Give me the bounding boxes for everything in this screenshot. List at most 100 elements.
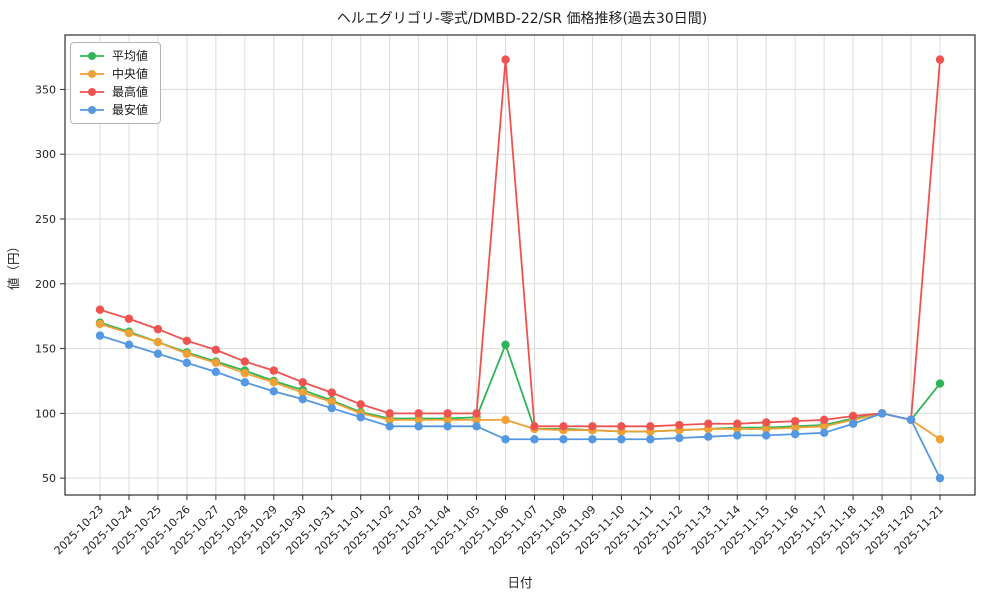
data-point	[124, 328, 134, 338]
data-point	[443, 409, 452, 418]
data-point	[733, 419, 742, 428]
data-point	[443, 422, 452, 431]
legend-item: 最高値	[79, 85, 148, 99]
legend: 平均値中央値最高値最安値	[70, 42, 162, 124]
legend-item-label: 最安値	[112, 103, 149, 117]
x-axis-label: 日付	[507, 575, 532, 590]
data-point	[501, 55, 510, 64]
data-point	[124, 340, 134, 349]
data-point	[240, 378, 250, 387]
legend-item-label: 中央値	[112, 67, 149, 81]
data-point	[819, 422, 829, 431]
legend-marker-icon	[80, 106, 104, 114]
data-point	[762, 424, 771, 434]
series-line	[99, 323, 941, 441]
data-point	[385, 409, 394, 418]
data-point	[704, 432, 713, 441]
data-point	[269, 366, 278, 375]
data-point	[646, 422, 655, 431]
data-point	[935, 435, 945, 444]
legend-item: 最安値	[79, 103, 148, 117]
data-point	[182, 349, 192, 358]
series-line	[99, 58, 941, 428]
data-point	[588, 422, 597, 431]
data-point	[153, 349, 163, 358]
y-tick-label: 350	[35, 83, 56, 96]
data-point	[211, 367, 221, 377]
data-point	[182, 336, 192, 346]
data-point	[385, 415, 394, 425]
data-point	[211, 345, 221, 355]
data-point	[935, 379, 945, 388]
data-point	[906, 415, 916, 425]
data-point	[762, 418, 771, 427]
data-point	[472, 409, 481, 418]
y-tick-label: 100	[35, 407, 56, 420]
data-point	[414, 415, 423, 425]
data-point	[819, 428, 829, 438]
legend-marker-icon	[80, 88, 104, 96]
data-point	[211, 358, 221, 368]
legend-item-label: 平均値	[112, 49, 149, 63]
data-point	[501, 435, 510, 444]
data-point	[298, 378, 307, 387]
data-point	[95, 319, 105, 329]
data-point	[385, 422, 394, 431]
data-point	[240, 368, 250, 378]
plot-border	[64, 34, 976, 496]
data-point	[762, 431, 771, 440]
data-point	[356, 413, 365, 422]
data-point	[646, 435, 655, 444]
data-point	[790, 416, 800, 426]
data-point	[819, 415, 829, 425]
data-point	[443, 415, 452, 425]
data-point	[617, 422, 626, 431]
data-point	[848, 411, 858, 421]
data-point	[790, 429, 800, 439]
data-point	[733, 431, 742, 440]
data-point	[327, 403, 336, 413]
data-point	[675, 433, 684, 443]
legend-item: 中央値	[79, 67, 148, 81]
data-point	[153, 337, 163, 347]
data-point	[414, 409, 423, 418]
data-point	[501, 415, 510, 425]
data-point	[501, 340, 510, 349]
data-point	[877, 409, 887, 418]
data-point	[675, 420, 684, 430]
data-point	[472, 422, 481, 431]
chart-title: ヘルエグリゴリ-零式/DMBD-22/SR 価格推移(過去30日間)	[337, 10, 707, 27]
data-point	[298, 394, 307, 404]
data-point	[124, 314, 134, 323]
data-point	[472, 415, 481, 425]
legend-marker-icon	[80, 70, 104, 78]
y-tick-label: 50	[42, 472, 56, 485]
data-point	[269, 387, 278, 396]
legend-item-label: 最高値	[112, 85, 149, 99]
data-point	[95, 305, 105, 314]
data-point	[588, 435, 597, 444]
data-point	[356, 400, 365, 409]
data-point	[182, 358, 192, 368]
data-point	[559, 435, 568, 444]
data-point	[617, 435, 626, 444]
data-point	[935, 55, 945, 64]
series-line	[99, 321, 941, 433]
y-tick-label: 250	[35, 213, 56, 226]
data-point	[848, 419, 858, 428]
legend-item: 平均値	[79, 49, 148, 63]
y-tick-label: 300	[35, 148, 56, 161]
data-point	[269, 378, 278, 387]
data-point	[790, 423, 800, 432]
y-tick-label: 200	[35, 278, 56, 291]
data-point	[704, 419, 713, 428]
data-point	[559, 422, 568, 431]
data-point	[327, 397, 336, 406]
data-point	[935, 473, 945, 483]
data-point	[95, 331, 105, 340]
y-tick-label: 150	[35, 343, 56, 356]
data-point	[327, 388, 336, 397]
series-line	[99, 334, 941, 480]
